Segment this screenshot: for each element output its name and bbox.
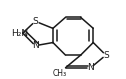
Text: CH₃: CH₃ xyxy=(52,69,66,78)
Text: N: N xyxy=(87,63,94,72)
Text: H₂N: H₂N xyxy=(11,29,28,38)
Text: S: S xyxy=(32,17,38,26)
Text: S: S xyxy=(103,51,109,60)
Text: N: N xyxy=(32,41,39,50)
